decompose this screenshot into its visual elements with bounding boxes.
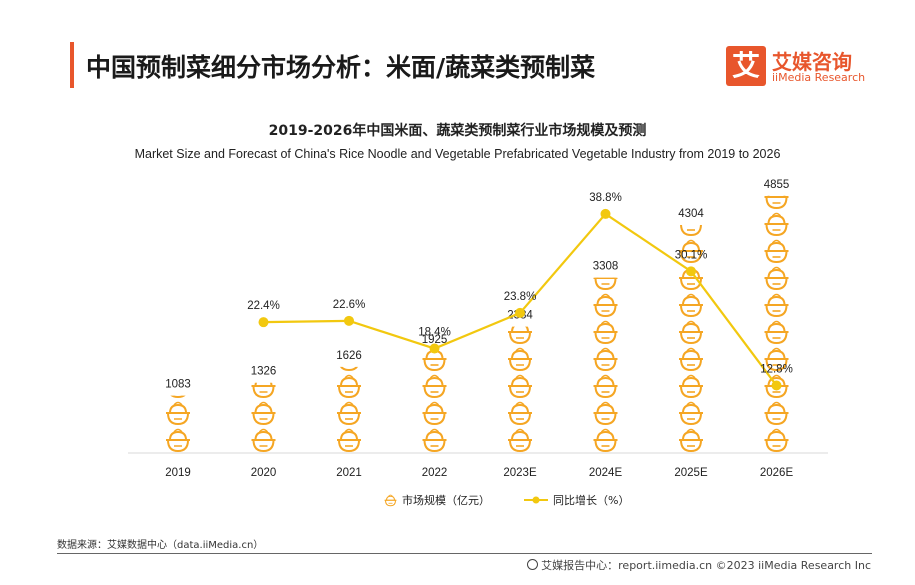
growth-label-2022: 18.4% bbox=[418, 327, 451, 339]
growth-point-2022 bbox=[429, 343, 440, 354]
x-tick-label-2023E: 2023E bbox=[503, 467, 537, 479]
growth-label-2024E: 38.8% bbox=[589, 192, 622, 204]
x-tick-label-2020: 2020 bbox=[251, 467, 277, 479]
bar-value-label-2026E: 4855 bbox=[764, 179, 790, 191]
chart-legend: 市场规模（亿元） 同比增长（%） bbox=[384, 493, 629, 507]
bar-icons-2021 bbox=[336, 366, 362, 452]
chart-title: 2019-2026年中国米面、蔬菜类预制菜行业市场规模及预测 bbox=[268, 123, 647, 139]
growth-label-2023E: 23.8% bbox=[504, 291, 537, 303]
bar-value-label-2025E: 4304 bbox=[678, 208, 704, 220]
legend-bar-icon bbox=[384, 494, 397, 507]
logo-name-cn: 艾媒咨询 bbox=[772, 50, 852, 74]
bar-2024E bbox=[592, 277, 619, 452]
x-tick-label-2025E: 2025E bbox=[674, 467, 708, 479]
growth-label-2026E: 12.8% bbox=[760, 364, 793, 376]
logo-mark-icon: 艾 bbox=[726, 46, 766, 86]
report-center-icon bbox=[527, 559, 539, 570]
bar-icons-2022 bbox=[421, 351, 448, 452]
growth-label-2021: 22.6% bbox=[333, 299, 366, 311]
growth-point-2024E bbox=[600, 208, 611, 219]
brand-logo: 艾 艾媒咨询 iiMedia Research bbox=[726, 46, 871, 86]
bar-value-label-2022: 1925 bbox=[422, 334, 448, 346]
bar-2023E bbox=[507, 326, 533, 452]
bar-value-label-2020: 1326 bbox=[251, 366, 277, 378]
x-tick-label-2021: 2021 bbox=[336, 467, 362, 479]
x-tick-label-2024E: 2024E bbox=[589, 467, 623, 479]
chart-subtitle: Market Size and Forecast of China's Rice… bbox=[134, 147, 781, 161]
bar-2026E bbox=[763, 195, 790, 452]
logo-name-en: iiMedia Research bbox=[772, 71, 866, 84]
growth-point-2025E bbox=[686, 266, 696, 277]
legend-line-marker bbox=[532, 496, 540, 504]
legend-line-label: 同比增长（%） bbox=[553, 493, 629, 507]
page-title: 中国预制菜细分市场分析：米面/蔬菜类预制菜 bbox=[86, 53, 596, 82]
x-tick-label-2019: 2019 bbox=[165, 467, 191, 479]
bar-icons-2020 bbox=[250, 382, 277, 452]
x-tick-label-2022: 2022 bbox=[422, 467, 448, 479]
growth-label-2020: 22.4% bbox=[247, 300, 280, 312]
growth-point-2023E bbox=[515, 307, 525, 318]
bar-icons-2024E bbox=[592, 277, 619, 452]
bar-2022 bbox=[421, 351, 448, 452]
footer-divider bbox=[57, 553, 872, 554]
footer-credit: 艾媒报告中心：report.iimedia.cn ©2023 iiMedia R… bbox=[527, 557, 871, 573]
bar-2021 bbox=[336, 366, 362, 452]
legend-bar-label: 市场规模（亿元） bbox=[402, 493, 490, 507]
bar-icons-2026E bbox=[763, 195, 790, 452]
bar-icons-2023E bbox=[507, 326, 533, 452]
bar-value-label-2019: 1083 bbox=[165, 379, 191, 391]
x-tick-label-2026E: 2026E bbox=[760, 467, 794, 479]
growth-point-2020 bbox=[258, 317, 269, 328]
data-source-note: 数据来源：艾媒数据中心（data.iiMedia.cn） bbox=[57, 540, 264, 551]
footer-text: 艾媒报告中心：report.iimedia.cn ©2023 iiMedia R… bbox=[541, 559, 871, 572]
bar-value-label-2021: 1626 bbox=[336, 350, 362, 362]
growth-label-2025E: 30.1% bbox=[675, 249, 708, 261]
bar-2020 bbox=[250, 382, 277, 452]
growth-point-2021 bbox=[344, 315, 354, 326]
bar-value-label-2024E: 3308 bbox=[593, 261, 619, 273]
growth-point-2026E bbox=[771, 380, 782, 391]
title-accent-bar bbox=[70, 42, 74, 88]
